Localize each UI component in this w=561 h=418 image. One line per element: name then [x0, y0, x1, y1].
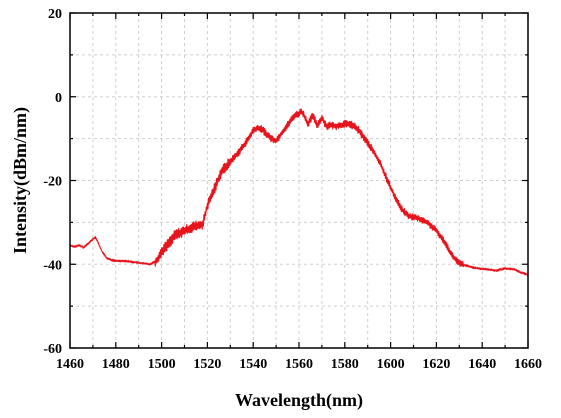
x-tick-label: 1660	[514, 357, 542, 372]
x-tick-label: 1480	[102, 357, 130, 372]
y-tick-label: -20	[43, 175, 62, 190]
x-tick-label: 1620	[422, 357, 450, 372]
x-tick-label: 1540	[239, 357, 267, 372]
tick-labels: 1460 1480 1500 1520 1540 1560 1580 1600 1620 1640…	[43, 7, 542, 372]
x-tick-label: 1500	[148, 357, 176, 372]
x-tick-label: 1640	[468, 357, 496, 372]
x-tick-label: 1600	[377, 357, 405, 372]
y-axis-title: Intensity(dBm/nm)	[10, 107, 31, 254]
series-line	[69, 108, 529, 277]
y-tick-label: -60	[43, 342, 62, 357]
y-tick-label: -40	[43, 258, 62, 273]
y-tick-label: 20	[48, 7, 62, 22]
y-tick-label: 0	[55, 91, 62, 106]
x-tick-label: 1460	[56, 357, 84, 372]
x-tick-label: 1580	[331, 357, 359, 372]
x-axis-title: Wavelength(nm)	[235, 390, 363, 411]
x-tick-label: 1560	[285, 357, 313, 372]
plot-frame	[69, 12, 529, 349]
grid	[70, 13, 528, 348]
x-tick-label: 1520	[193, 357, 221, 372]
